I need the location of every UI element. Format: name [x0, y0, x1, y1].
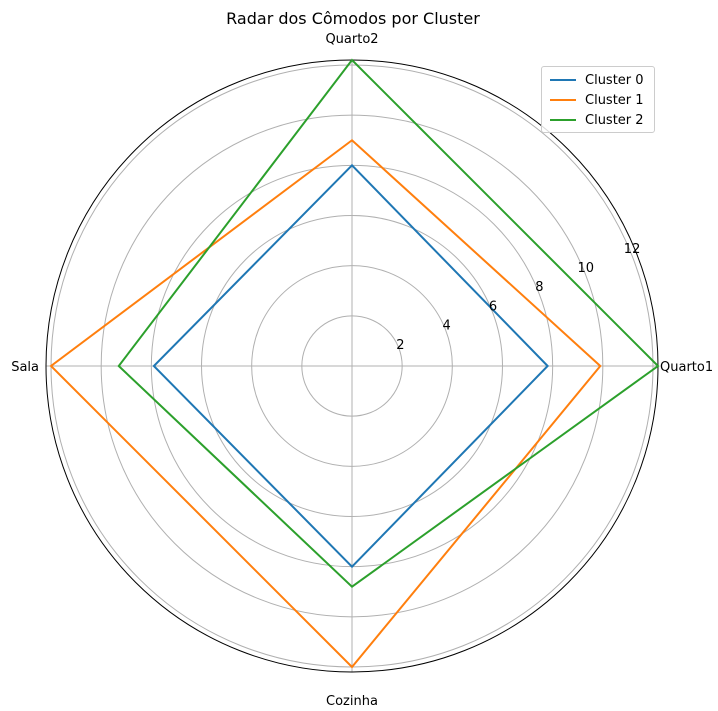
legend-label: Cluster 1 [585, 92, 644, 108]
series-line-cluster-1 [49, 138, 602, 669]
radar-grid [45, 59, 659, 673]
legend-item-cluster-0: Cluster 0 [550, 70, 644, 90]
radial-tick-labels: 2 4 6 8 10 12 [396, 242, 640, 353]
legend-line [550, 119, 576, 121]
legend-label: Cluster 0 [585, 72, 644, 88]
legend-item-cluster-2: Cluster 2 [550, 110, 644, 130]
radar-series [49, 58, 660, 669]
radial-tick-label: 12 [624, 242, 641, 257]
legend: Cluster 0 Cluster 1 Cluster 2 [541, 66, 655, 133]
category-label-quarto2: Quarto2 [325, 32, 378, 47]
series-line-cluster-2 [117, 58, 660, 589]
radial-tick-label: 8 [535, 280, 543, 295]
radial-tick-label: 4 [443, 319, 451, 334]
legend-label: Cluster 2 [585, 112, 644, 128]
chart-title: Radar dos Cômodos por Cluster [226, 9, 480, 28]
series-line-cluster-0 [152, 163, 550, 569]
category-label-quarto1: Quarto1 [660, 360, 713, 375]
radial-tick-label: 10 [577, 261, 594, 276]
radial-tick-label: 2 [396, 338, 404, 353]
legend-line [550, 99, 576, 101]
category-label-cozinha: Cozinha [326, 694, 378, 709]
category-label-sala: Sala [11, 360, 39, 375]
radial-tick-label: 6 [489, 299, 497, 314]
category-labels: Quarto1 Quarto2 Sala Cozinha [11, 32, 713, 709]
legend-line [550, 79, 576, 81]
legend-item-cluster-1: Cluster 1 [550, 90, 644, 110]
